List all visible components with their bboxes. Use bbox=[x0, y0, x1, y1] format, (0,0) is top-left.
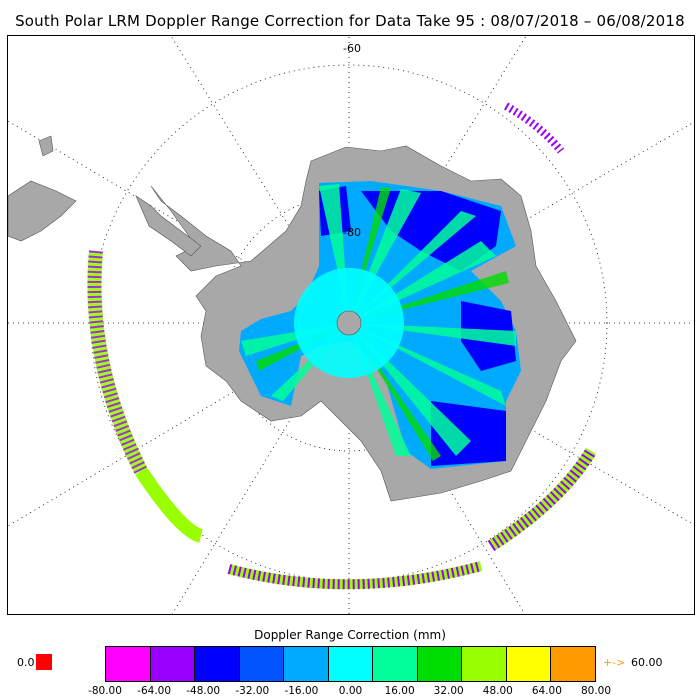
lat-label-80: -80 bbox=[343, 226, 361, 239]
colorbar-tick-label: -32.00 bbox=[235, 685, 270, 697]
polar-map: -60 -80 bbox=[8, 36, 694, 614]
doppler-ice-data bbox=[239, 181, 521, 469]
zero-value-swatch bbox=[36, 654, 52, 670]
peninsula bbox=[135, 195, 202, 257]
overflow-label: 60.00 bbox=[631, 656, 663, 669]
south-america-tip bbox=[8, 180, 77, 242]
colorbar-cell bbox=[239, 647, 285, 681]
colorbar-cell bbox=[417, 647, 463, 681]
colorbar bbox=[105, 646, 596, 682]
colorbar-cell bbox=[462, 647, 507, 681]
ocean-swaths bbox=[87, 102, 597, 590]
colorbar-title: Doppler Range Correction (mm) bbox=[254, 628, 446, 642]
map-frame: -60 -80 bbox=[7, 35, 695, 615]
colorbar-tick-label: -48.00 bbox=[186, 685, 221, 697]
colorbar-cell bbox=[195, 647, 240, 681]
colorbar-cell bbox=[328, 647, 374, 681]
colorbar-tick-label: 32.00 bbox=[433, 685, 464, 697]
colorbar-cell bbox=[284, 647, 329, 681]
colorbar-cell bbox=[551, 647, 596, 681]
colorbar-tick-label: 80.00 bbox=[580, 685, 612, 697]
falkland-islands bbox=[38, 135, 54, 157]
colorbar-tick-label: -64.00 bbox=[137, 685, 172, 697]
colorbar-ticks: -80.00 -64.00 -48.00 -32.00 -16.00 0.00 16.00 3… bbox=[0, 685, 700, 699]
colorbar-cell bbox=[373, 647, 418, 681]
lat-label-60: -60 bbox=[343, 42, 361, 55]
colorbar-tick-label: 0.00 bbox=[338, 685, 363, 697]
colorbar-tick-label: 48.00 bbox=[482, 685, 513, 697]
colorbar-tick-label: 16.00 bbox=[384, 685, 415, 697]
colorbar-cell bbox=[506, 647, 552, 681]
zero-value-label: 0.0 bbox=[17, 656, 35, 669]
colorbar-tick-label: 64.00 bbox=[531, 685, 562, 697]
colorbar-tick-label: -80.00 bbox=[88, 685, 122, 697]
overflow-arrow: +-> bbox=[603, 656, 626, 669]
colorbar-cell bbox=[106, 647, 151, 681]
colorbar-cell bbox=[150, 647, 196, 681]
map-title: South Polar LRM Doppler Range Correction… bbox=[15, 12, 685, 30]
colorbar-tick-label: -16.00 bbox=[284, 685, 319, 697]
